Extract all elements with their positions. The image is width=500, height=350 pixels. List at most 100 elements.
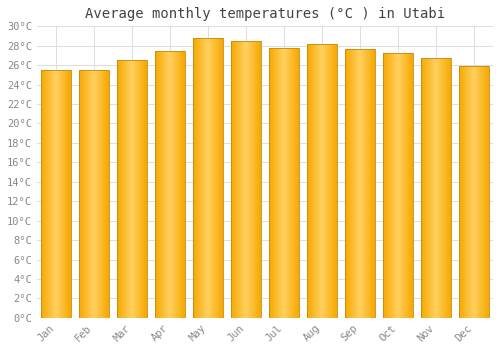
Bar xyxy=(462,66,463,318)
Bar xyxy=(321,44,322,318)
Bar xyxy=(286,48,287,318)
Bar xyxy=(445,58,446,318)
Bar xyxy=(275,48,276,318)
Bar xyxy=(67,70,68,318)
Bar xyxy=(181,51,182,318)
Bar xyxy=(358,49,359,318)
Bar xyxy=(310,44,311,318)
Bar xyxy=(465,66,466,318)
Bar xyxy=(155,51,156,318)
Bar xyxy=(105,70,106,318)
Bar xyxy=(169,51,170,318)
Bar xyxy=(44,70,46,318)
Bar xyxy=(365,49,366,318)
Bar xyxy=(292,48,293,318)
Bar xyxy=(355,49,356,318)
Bar xyxy=(117,60,118,318)
Bar xyxy=(484,66,485,318)
Bar xyxy=(138,60,140,318)
Bar xyxy=(180,51,181,318)
Bar xyxy=(438,58,439,318)
Bar xyxy=(54,70,55,318)
Bar xyxy=(130,60,131,318)
Bar xyxy=(211,38,212,318)
Bar xyxy=(64,70,66,318)
Bar xyxy=(231,41,232,318)
Bar xyxy=(216,38,217,318)
Bar xyxy=(87,70,88,318)
Bar xyxy=(272,48,273,318)
Bar xyxy=(244,41,245,318)
Bar xyxy=(85,70,86,318)
Bar xyxy=(102,70,104,318)
Bar xyxy=(197,38,198,318)
Bar xyxy=(307,44,308,318)
Bar xyxy=(441,58,442,318)
Bar xyxy=(145,60,146,318)
Bar xyxy=(295,48,296,318)
Bar xyxy=(393,54,394,318)
Bar xyxy=(354,49,355,318)
Bar xyxy=(204,38,205,318)
Bar xyxy=(170,51,172,318)
Bar xyxy=(193,38,222,318)
Bar xyxy=(158,51,159,318)
Bar xyxy=(251,41,252,318)
Bar xyxy=(201,38,202,318)
Bar xyxy=(120,60,122,318)
Bar xyxy=(463,66,464,318)
Bar xyxy=(311,44,312,318)
Bar xyxy=(425,58,426,318)
Bar xyxy=(131,60,132,318)
Bar xyxy=(327,44,328,318)
Bar xyxy=(351,49,352,318)
Bar xyxy=(345,49,346,318)
Bar xyxy=(236,41,237,318)
Bar xyxy=(372,49,374,318)
Bar xyxy=(80,70,81,318)
Bar xyxy=(359,49,360,318)
Bar xyxy=(183,51,184,318)
Bar xyxy=(144,60,145,318)
Bar xyxy=(240,41,242,318)
Bar xyxy=(485,66,486,318)
Bar xyxy=(249,41,250,318)
Bar xyxy=(136,60,137,318)
Bar xyxy=(331,44,332,318)
Bar xyxy=(388,54,389,318)
Bar xyxy=(371,49,372,318)
Bar xyxy=(436,58,437,318)
Bar xyxy=(390,54,392,318)
Bar xyxy=(369,49,370,318)
Bar xyxy=(205,38,206,318)
Bar xyxy=(182,51,183,318)
Bar xyxy=(94,70,96,318)
Bar xyxy=(220,38,221,318)
Bar xyxy=(459,66,489,318)
Bar xyxy=(474,66,475,318)
Bar xyxy=(199,38,200,318)
Bar xyxy=(257,41,258,318)
Bar xyxy=(480,66,482,318)
Bar xyxy=(124,60,125,318)
Bar xyxy=(173,51,174,318)
Bar xyxy=(389,54,390,318)
Bar xyxy=(316,44,317,318)
Bar xyxy=(172,51,173,318)
Bar xyxy=(322,44,324,318)
Bar xyxy=(235,41,236,318)
Bar xyxy=(307,44,337,318)
Bar xyxy=(243,41,244,318)
Bar xyxy=(79,70,108,318)
Bar xyxy=(175,51,176,318)
Bar xyxy=(221,38,222,318)
Bar xyxy=(333,44,334,318)
Bar xyxy=(238,41,239,318)
Bar xyxy=(332,44,333,318)
Bar xyxy=(469,66,470,318)
Bar xyxy=(198,38,199,318)
Bar xyxy=(49,70,50,318)
Bar xyxy=(176,51,178,318)
Bar xyxy=(350,49,351,318)
Bar xyxy=(117,60,146,318)
